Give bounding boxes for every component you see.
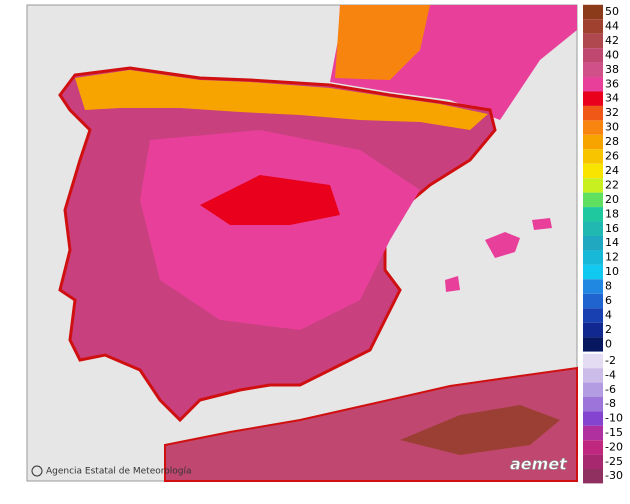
legend-swatch bbox=[583, 163, 603, 179]
legend-swatch bbox=[583, 411, 603, 426]
legend-swatch bbox=[583, 308, 603, 323]
legend-label: -4 bbox=[605, 368, 616, 381]
legend-swatch bbox=[583, 19, 603, 34]
legend-label: 42 bbox=[605, 34, 619, 47]
legend-label: 34 bbox=[605, 92, 619, 105]
legend-swatch bbox=[583, 469, 603, 484]
legend-swatch bbox=[583, 134, 603, 150]
legend-label: -2 bbox=[605, 354, 616, 367]
legend-label: 50 bbox=[605, 5, 619, 18]
legend-label: 22 bbox=[605, 178, 619, 191]
legend-swatch bbox=[583, 105, 603, 121]
legend-swatch bbox=[583, 235, 603, 251]
legend-swatch bbox=[583, 4, 603, 20]
legend-label: 6 bbox=[605, 294, 612, 307]
legend-swatch bbox=[583, 91, 603, 106]
legend-swatch bbox=[583, 264, 603, 280]
legend-swatch bbox=[583, 192, 603, 208]
legend-swatch bbox=[583, 454, 603, 469]
legend-label: 14 bbox=[605, 236, 619, 249]
ibiza bbox=[445, 276, 460, 292]
legend: 5044424038363432302826242220181614121086… bbox=[583, 4, 623, 484]
red-zone bbox=[200, 175, 340, 225]
legend-swatch bbox=[583, 250, 603, 265]
legend-label: 36 bbox=[605, 77, 619, 90]
legend-label: -20 bbox=[605, 440, 623, 453]
legend-label: -25 bbox=[605, 455, 623, 468]
legend-swatch bbox=[583, 149, 603, 164]
legend-label: 4 bbox=[605, 308, 612, 321]
legend-label: -10 bbox=[605, 412, 623, 425]
copyright-icon bbox=[31, 465, 43, 477]
legend-swatch bbox=[583, 33, 603, 49]
central-hot bbox=[140, 130, 420, 330]
legend-swatch bbox=[583, 48, 603, 63]
legend-label: 26 bbox=[605, 150, 619, 163]
legend-label: -15 bbox=[605, 426, 623, 439]
legend-label: 40 bbox=[605, 48, 619, 61]
legend-swatch bbox=[583, 368, 603, 383]
legend-label: 30 bbox=[605, 121, 619, 134]
legend-label: 20 bbox=[605, 193, 619, 206]
legend-label: 44 bbox=[605, 19, 619, 32]
legend-label: 24 bbox=[605, 164, 619, 177]
legend-swatch bbox=[583, 293, 603, 309]
agency-name: Agencia Estatal de Meteorología bbox=[46, 467, 192, 477]
legend-label: 18 bbox=[605, 207, 619, 220]
legend-label: 32 bbox=[605, 106, 619, 119]
legend-swatch bbox=[583, 337, 603, 352]
legend-swatch bbox=[583, 221, 603, 236]
menorca bbox=[532, 218, 552, 230]
legend-swatch bbox=[583, 62, 603, 78]
legend-label: 28 bbox=[605, 135, 619, 148]
legend-swatch bbox=[583, 382, 603, 397]
legend-label: 0 bbox=[605, 337, 612, 350]
legend-label: -6 bbox=[605, 383, 616, 396]
legend-swatch bbox=[583, 77, 603, 92]
legend-swatch bbox=[583, 120, 603, 135]
map bbox=[26, 4, 578, 482]
north-warm-band bbox=[75, 70, 488, 130]
legend-swatch bbox=[583, 322, 603, 338]
legend-swatch bbox=[583, 353, 603, 369]
legend-swatch bbox=[583, 425, 603, 441]
legend-label: 8 bbox=[605, 280, 612, 293]
legend-swatch bbox=[583, 279, 603, 294]
legend-swatch bbox=[583, 440, 603, 455]
france-warm bbox=[335, 5, 430, 80]
atlas-high bbox=[400, 405, 560, 455]
legend-label: -30 bbox=[605, 469, 623, 482]
legend-label: 10 bbox=[605, 265, 619, 278]
legend-label: 38 bbox=[605, 63, 619, 76]
legend-swatch bbox=[583, 178, 603, 193]
mallorca bbox=[485, 232, 520, 258]
legend-label: 12 bbox=[605, 251, 619, 264]
legend-swatch bbox=[583, 207, 603, 222]
legend-label: 2 bbox=[605, 323, 612, 336]
aemet-logo: aemet bbox=[510, 455, 568, 474]
legend-label: -8 bbox=[605, 397, 616, 410]
legend-label: 16 bbox=[605, 222, 619, 235]
legend-swatch bbox=[583, 397, 603, 412]
